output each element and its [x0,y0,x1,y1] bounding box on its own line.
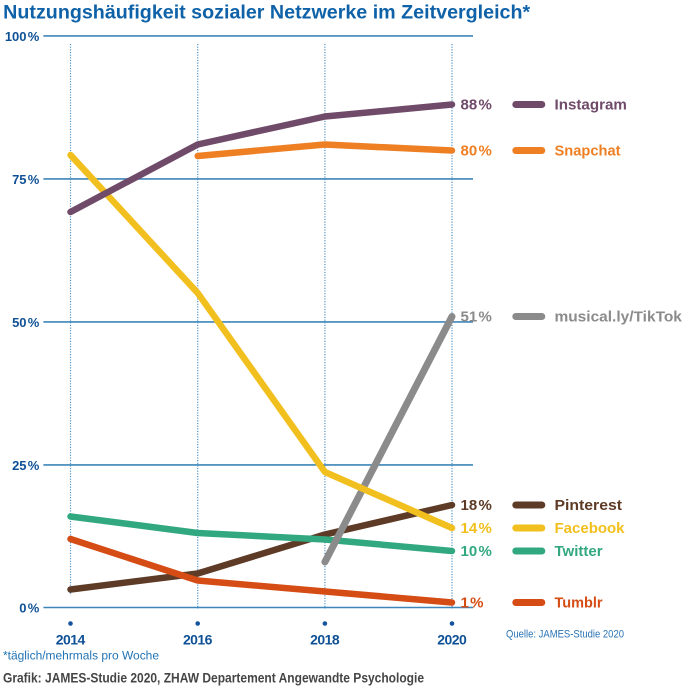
svg-text:Quelle: JAMES-Studie 2020: Quelle: JAMES-Studie 2020 [506,629,624,641]
svg-text:Tumblr: Tumblr [555,595,603,612]
svg-text:100%: 100% [5,29,40,44]
svg-text:musical.ly/TikTok: musical.ly/TikTok [555,309,683,326]
svg-text:Instagram: Instagram [555,97,627,114]
svg-text:10%: 10% [461,543,492,560]
svg-text:*täglich/mehrmals pro Woche: *täglich/mehrmals pro Woche [3,649,159,663]
svg-text:51%: 51% [461,309,492,326]
svg-text:2016: 2016 [183,631,213,647]
svg-text:80%: 80% [461,143,492,160]
svg-text:2018: 2018 [310,631,340,647]
svg-text:Grafik: JAMES-Studie 2020, ZHA: Grafik: JAMES-Studie 2020, ZHAW Departem… [3,670,424,686]
svg-text:2020: 2020 [437,631,467,647]
svg-text:Nutzungshäufigkeit sozialer Ne: Nutzungshäufigkeit sozialer Netzwerke im… [3,3,530,24]
svg-text:2014: 2014 [56,631,86,647]
svg-text:25%: 25% [12,458,40,473]
svg-text:Twitter: Twitter [555,543,603,560]
svg-text:Pinterest: Pinterest [555,497,623,514]
svg-text:0%: 0% [19,601,39,616]
svg-text:Facebook: Facebook [555,520,626,537]
svg-text:14%: 14% [461,520,492,537]
svg-text:Snapchat: Snapchat [555,143,621,160]
svg-text:18%: 18% [461,497,492,514]
svg-text:75%: 75% [12,172,40,187]
svg-text:88%: 88% [461,97,492,114]
svg-text:50%: 50% [12,315,40,330]
svg-text:1%: 1% [461,595,484,612]
